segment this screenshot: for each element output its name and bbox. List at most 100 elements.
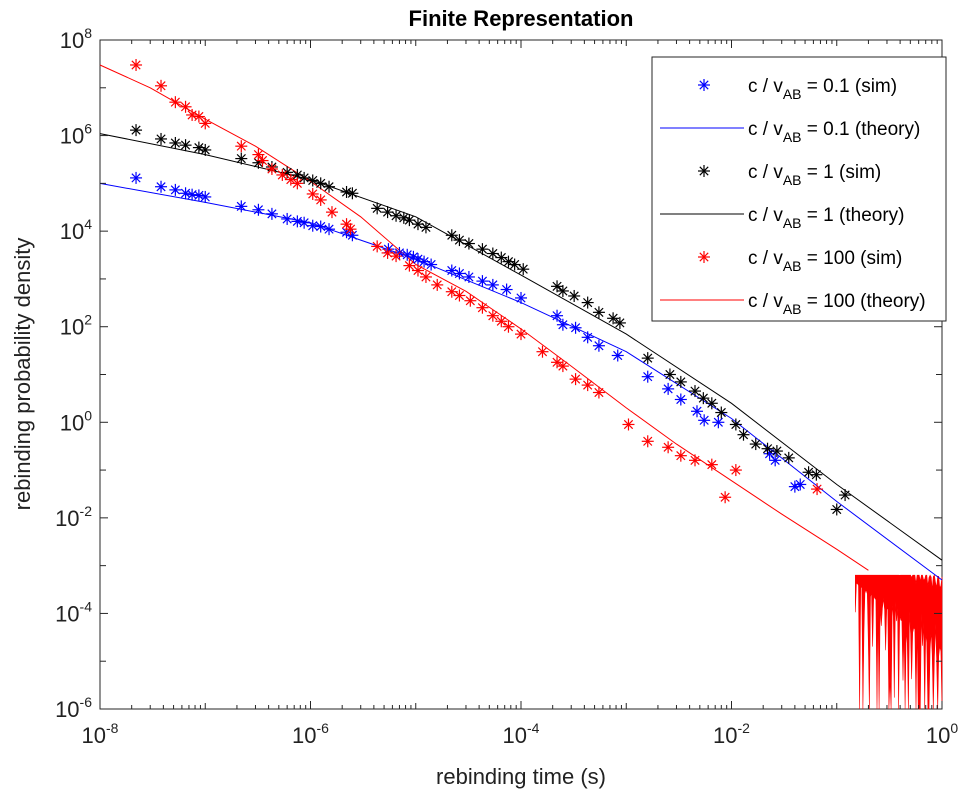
data-point [495,251,508,264]
data-point [592,306,605,319]
data-point [556,360,569,373]
data-point [235,200,248,213]
y-tick-label: 106 [60,121,92,149]
data-point [569,321,582,334]
data-point [662,441,675,454]
data-point [371,202,384,215]
x-tick-label: 10-2 [713,720,750,748]
data-point [788,480,801,493]
legend: c / vAB = 0.1 (sim) c / vAB = 0.1 (theory… [651,56,947,322]
data-point [486,247,499,260]
data-point [769,454,782,467]
data-point [371,240,384,253]
data-point [403,214,416,227]
data-point [551,309,564,322]
data-point [323,223,336,236]
data-point [674,393,687,406]
data-point [674,375,687,388]
data-point [761,442,774,455]
chart-title: Finite Representation [409,6,634,31]
data-point [689,454,702,467]
data-point [515,291,527,304]
data-point [698,414,711,427]
data-point [155,180,168,193]
legend-entry: c / vAB = 0.1 (theory) [748,119,920,145]
data-point [265,162,278,175]
data-point [130,171,143,184]
data-point [453,234,466,247]
data-point [199,143,212,156]
y-tick-label: 10-2 [55,503,92,531]
data-point [462,237,475,250]
data-point [839,489,852,502]
data-point [306,219,319,232]
data-point [476,301,489,314]
data-point [782,451,795,464]
data-point [662,382,675,395]
data-point [419,221,432,234]
data-point [179,139,192,152]
legend-entry: c / vAB = 100 (sim) [748,248,902,274]
y-tick-label: 102 [60,312,92,340]
data-point [581,296,594,309]
data-point [592,339,605,352]
data-point [810,468,823,481]
legend-box [651,56,947,322]
ticks-layer: 10-8 10-6 10-4 10-2 10010-610-410-2100102104… [55,25,958,748]
data-point [613,316,626,329]
data-point [256,154,269,167]
data-point [306,187,319,200]
data-point [705,458,718,471]
data-point [401,248,414,261]
data-point [811,483,824,496]
data-point [556,284,569,297]
data-point [581,379,594,392]
y-tick-label: 100 [60,407,92,435]
data-point [252,203,265,216]
legend-entry: c / vAB = 1 (sim) [748,162,881,188]
data-point [169,96,182,109]
data-point [235,140,248,153]
x-axis-label: rebinding time (s) [436,764,606,789]
legend-marker [698,251,710,263]
data-point [712,416,725,429]
data-point [298,171,311,184]
data-point [705,397,718,410]
data-point [476,275,489,288]
data-point [344,223,357,236]
data-point [515,328,527,341]
data-point [674,449,687,462]
data-point [729,464,742,477]
data-point [169,183,182,196]
y-tick-label: 104 [60,216,92,244]
data-point [199,117,212,130]
data-point [502,320,515,333]
data-point [276,168,289,181]
data-point [265,207,278,220]
data-point [551,280,564,293]
data-point [462,270,475,283]
x-tick-label: 10-4 [503,720,540,748]
data-point [508,258,521,271]
data-point [500,283,513,296]
series-line [99,133,943,561]
data-point [719,491,732,504]
data-point [155,79,168,92]
legend-entry: c / vAB = 100 (theory) [748,291,926,317]
legend-marker [698,165,710,177]
data-point [794,478,807,491]
data-point [568,289,581,302]
data-point [186,188,199,201]
data-point [445,229,458,242]
data-point [830,503,843,516]
data-point [729,418,742,431]
data-point [381,206,394,219]
data-point [486,309,499,322]
x-tick-label: 10-8 [82,720,119,748]
data-point [495,315,508,328]
data-point [517,263,530,276]
data-point [284,173,297,186]
legend-entry: c / vAB = 1 (theory) [748,205,905,231]
data-point [281,212,294,225]
data-point [425,258,438,271]
